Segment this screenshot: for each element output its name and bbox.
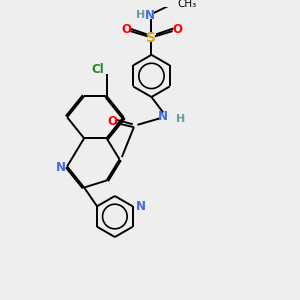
Text: H: H xyxy=(176,114,185,124)
Text: O: O xyxy=(121,23,131,36)
Text: S: S xyxy=(146,31,157,45)
Text: N: N xyxy=(145,9,155,22)
Text: CH₃: CH₃ xyxy=(177,0,196,9)
Text: O: O xyxy=(172,23,182,36)
Text: O: O xyxy=(107,115,117,128)
Text: N: N xyxy=(136,200,146,213)
Text: N: N xyxy=(56,160,66,173)
Text: N: N xyxy=(158,110,168,122)
Text: H: H xyxy=(136,10,145,20)
Text: Cl: Cl xyxy=(91,63,103,76)
